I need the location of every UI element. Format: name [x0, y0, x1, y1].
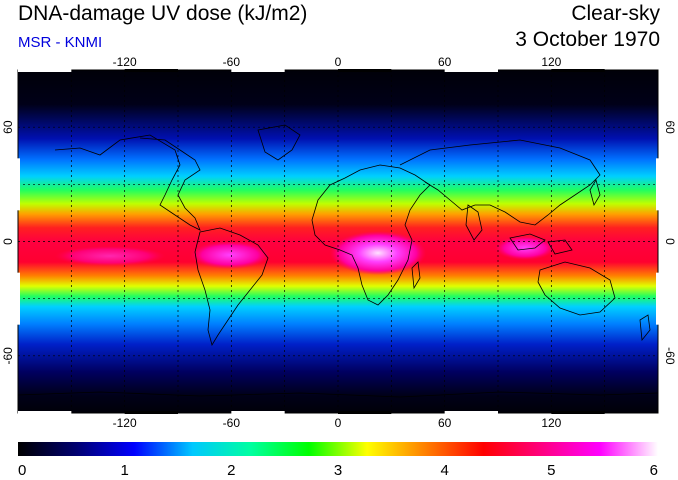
colorbar-labels: 0 1 2 3 4 5 6 [18, 462, 658, 479]
coastlines [18, 124, 658, 398]
lon-tick-label-top: 60 [438, 55, 452, 69]
frame-tick-top [444, 69, 498, 72]
lon-tick-label-top: -120 [113, 55, 137, 69]
frame-tick-top [18, 69, 72, 72]
frame-ticks [17, 69, 659, 414]
lon-tick-label-bottom: -60 [223, 416, 241, 430]
longitude-labels-top: -120 -60 0 60 120 [113, 55, 562, 69]
map-title: DNA-damage UV dose (kJ/m2) [18, 2, 308, 25]
south-america-uv-peak [190, 241, 270, 269]
latitude-labels-left: 60 0 -60 [1, 120, 15, 364]
frame-tick-bottom [18, 411, 72, 414]
frame-tick-top [338, 69, 392, 72]
frame-tick-bottom [124, 411, 178, 414]
sky-condition: Clear-sky [571, 2, 660, 25]
uv-field [18, 70, 658, 413]
lat-tick-label-right: -60 [663, 347, 677, 365]
indonesia-uv-peak [495, 236, 555, 260]
lat-tick-label-right: 0 [663, 238, 677, 245]
colorbar [18, 442, 658, 456]
lon-tick-label-bottom: -120 [113, 416, 137, 430]
lon-tick-label-bottom: 60 [438, 416, 452, 430]
lon-tick-label-bottom: 120 [541, 416, 561, 430]
frame-tick-top [231, 69, 285, 72]
lat-tick-label-right: 60 [663, 120, 677, 134]
colorbar-tick-label: 1 [120, 462, 128, 479]
colorbar-tick-label: 4 [440, 462, 448, 479]
colorbar-tick-label: 3 [334, 462, 342, 479]
lon-tick-label-top: -60 [223, 55, 241, 69]
frame-tick-top [124, 69, 178, 72]
graticule [18, 70, 658, 413]
frame-tick-right [656, 272, 659, 325]
map-date: 3 October 1970 [515, 28, 660, 51]
lat-tick-label-left: 60 [1, 120, 15, 134]
frame-tick-left [17, 158, 20, 211]
frame-tick-top [551, 69, 605, 72]
longitude-labels-bottom: -120 -60 0 60 120 [113, 416, 562, 430]
lon-tick-label-top: 120 [541, 55, 561, 69]
africa-uv-peak [330, 231, 426, 275]
colorbar-tick-label: 2 [227, 462, 235, 479]
frame-tick-right [656, 158, 659, 211]
frame-tick-bottom [338, 411, 392, 414]
colorbar-tick-label: 6 [650, 462, 658, 479]
frame-tick-bottom [231, 411, 285, 414]
map-source: MSR - KNMI [18, 34, 103, 51]
frame-tick-left [17, 272, 20, 325]
colorbar-tick-label: 5 [547, 462, 555, 479]
colorbar-tick-label: 0 [18, 462, 26, 479]
pacific-uv-peak [55, 246, 165, 266]
lat-tick-label-left: 0 [1, 238, 15, 245]
lon-tick-label-top: 0 [335, 55, 342, 69]
lon-tick-label-bottom: 0 [335, 416, 342, 430]
frame-tick-bottom [551, 411, 605, 414]
latitude-labels-right: 60 0 -60 [663, 120, 677, 364]
lat-tick-label-left: -60 [1, 347, 15, 365]
frame-tick-bottom [444, 411, 498, 414]
